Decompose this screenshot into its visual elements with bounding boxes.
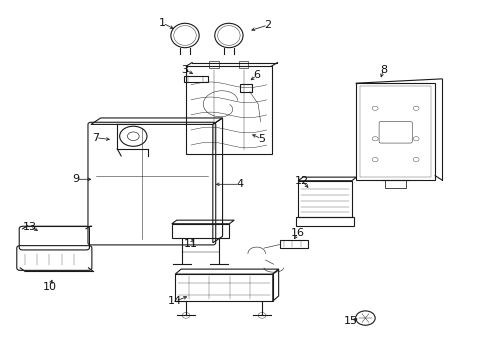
Bar bbox=[171, 224, 229, 238]
Bar bbox=[295, 217, 353, 226]
Text: 16: 16 bbox=[290, 228, 305, 238]
Bar bbox=[238, 61, 248, 68]
Text: 5: 5 bbox=[258, 134, 264, 144]
Bar bbox=[355, 83, 434, 180]
Text: 8: 8 bbox=[379, 64, 386, 75]
Text: 13: 13 bbox=[23, 222, 37, 231]
Bar bbox=[186, 66, 271, 154]
Text: 1: 1 bbox=[159, 18, 166, 28]
Text: 2: 2 bbox=[264, 20, 271, 30]
Text: 3: 3 bbox=[181, 64, 188, 75]
Text: 12: 12 bbox=[294, 176, 308, 186]
Bar bbox=[384, 180, 406, 188]
Bar bbox=[209, 61, 219, 68]
Bar bbox=[175, 274, 272, 301]
Text: 9: 9 bbox=[73, 174, 80, 184]
Text: 10: 10 bbox=[42, 282, 56, 292]
Bar bbox=[183, 76, 207, 82]
Text: 4: 4 bbox=[236, 179, 243, 189]
Text: 7: 7 bbox=[92, 133, 99, 143]
Text: 11: 11 bbox=[183, 239, 198, 249]
Bar bbox=[279, 240, 307, 248]
Text: 14: 14 bbox=[168, 296, 182, 306]
Bar bbox=[359, 86, 430, 177]
Bar bbox=[298, 181, 351, 217]
Text: 15: 15 bbox=[343, 316, 357, 325]
Text: 6: 6 bbox=[253, 70, 260, 80]
